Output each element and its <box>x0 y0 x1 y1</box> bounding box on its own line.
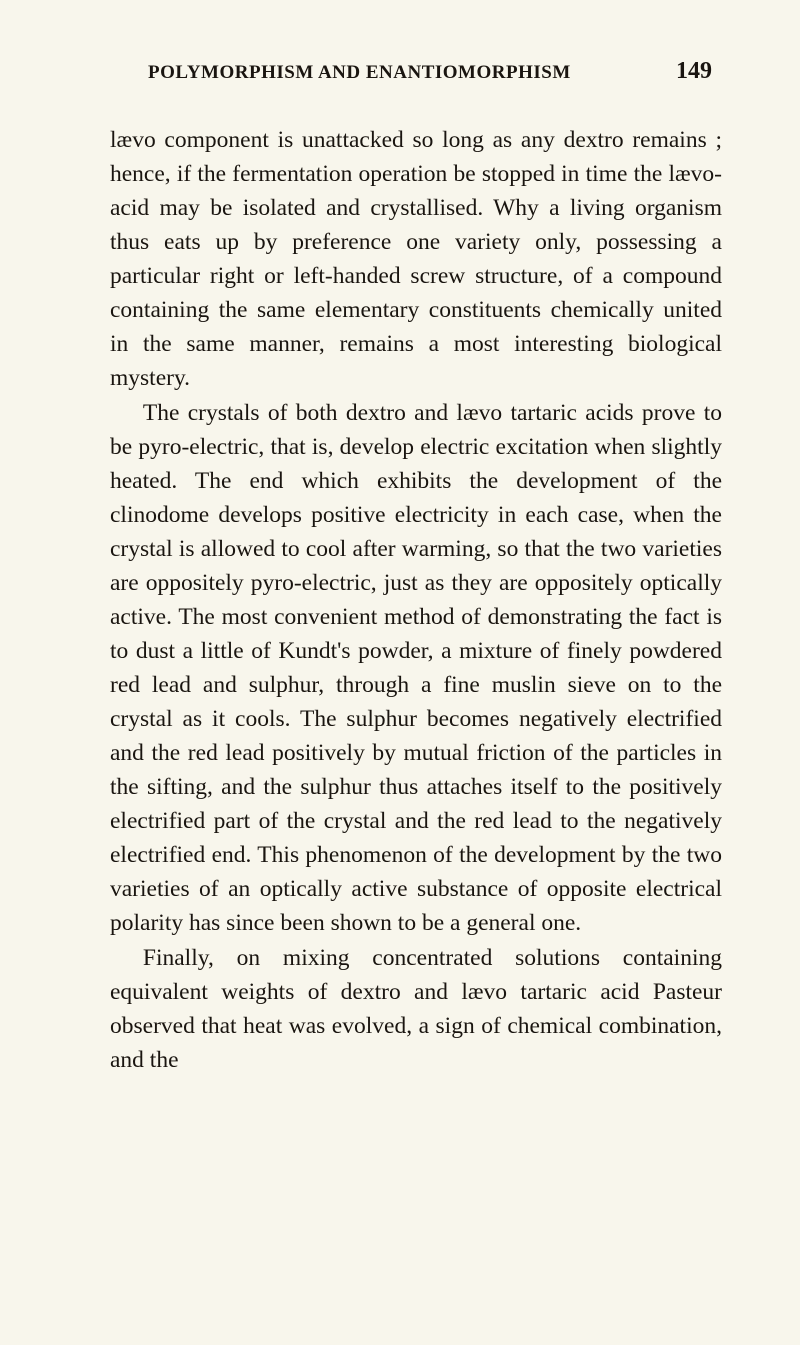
body-text: lævo component is unattacked so long as … <box>110 123 722 1077</box>
page-number: 149 <box>676 58 712 85</box>
paragraph: lævo component is unattacked so long as … <box>110 123 722 396</box>
running-head: POLYMORPHISM AND ENANTIOMORPHISM 149 <box>110 58 722 85</box>
book-page: POLYMORPHISM AND ENANTIOMORPHISM 149 læv… <box>0 0 800 1127</box>
paragraph: The crystals of both dextro and lævo tar… <box>110 396 722 941</box>
running-title: POLYMORPHISM AND ENANTIOMORPHISM <box>148 62 571 84</box>
paragraph: Finally, on mixing concentrated solution… <box>110 941 722 1077</box>
